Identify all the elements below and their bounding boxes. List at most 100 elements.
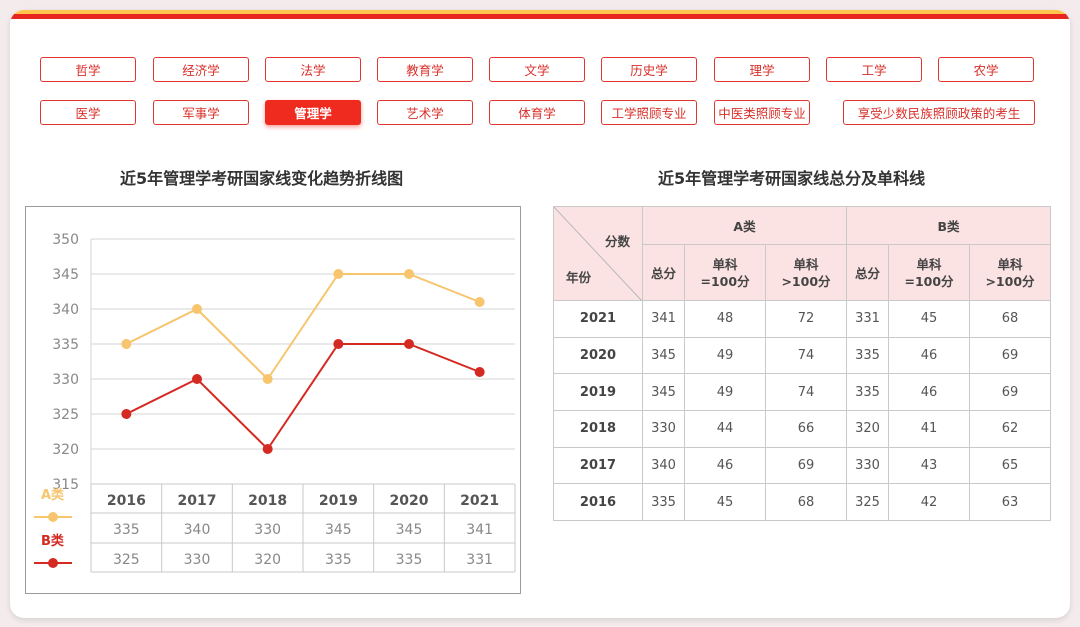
tab-中医类照顾专业[interactable]: 中医类照顾专业 bbox=[714, 100, 810, 125]
data-point bbox=[333, 339, 344, 349]
corner-label-year: 年份 bbox=[566, 270, 592, 285]
corner-label-score: 分数 bbox=[604, 234, 630, 249]
cell-b_eq: 42 bbox=[888, 483, 970, 521]
cell-a_eq: 45 bbox=[684, 483, 767, 521]
table-row: 2018 330 44 66 320 41 62 bbox=[553, 409, 1052, 448]
cell-a_gt: 74 bbox=[765, 373, 847, 411]
tab-文学[interactable]: 文学 bbox=[489, 57, 585, 82]
tab-艺术学[interactable]: 艺术学 bbox=[377, 100, 473, 125]
discipline-tabs: 哲学 经济学 法学 教育学 文学 历史学 理学 工学 农学医学 军事学 管理学 艺术学 体育学 工学照顾专… bbox=[10, 10, 1070, 150]
cell-a_eq: 49 bbox=[684, 373, 767, 411]
cell-year: 2021 bbox=[553, 300, 643, 338]
table-row: 2020 345 49 74 335 46 69 bbox=[553, 336, 1052, 375]
cell-a_total: 345 bbox=[641, 373, 686, 411]
a-gt100-header: 单科 >100分 bbox=[765, 244, 847, 301]
cell-year: 2019 bbox=[553, 373, 643, 411]
score-table-body: 2021 341 48 72 331 45 68 2020 345 49 74 335 46 69 2019… bbox=[553, 300, 1052, 521]
cell-b_total: 330 bbox=[845, 446, 890, 485]
cell-a_gt: 68 bbox=[765, 483, 847, 521]
series-line-1 bbox=[125, 343, 481, 451]
y-tick-label: 320 bbox=[52, 442, 79, 458]
cell-b_total: 325 bbox=[845, 483, 890, 521]
table-title: 近5年管理学考研国家线总分及单科线 bbox=[658, 169, 926, 188]
cell-b_total: 335 bbox=[845, 373, 890, 411]
cell-b_gt: 63 bbox=[968, 483, 1052, 521]
cell-a_eq: 48 bbox=[684, 300, 767, 338]
value-label: 345 bbox=[325, 522, 352, 538]
cell-b_gt: 62 bbox=[968, 409, 1052, 448]
cell-a_total: 341 bbox=[641, 300, 686, 338]
legend-marker bbox=[48, 512, 58, 522]
value-label: 335 bbox=[325, 552, 352, 568]
chart-title: 近5年管理学考研国家线变化趋势折线图 bbox=[120, 169, 404, 188]
tab-哲学[interactable]: 哲学 bbox=[40, 57, 136, 82]
score-table: 分数 年份 A类 B类 总分 单科 =100分 单科 >100分 总分 单科 =100… bbox=[553, 206, 1052, 521]
cell-a_total: 330 bbox=[641, 409, 686, 448]
b-gt100-line1: 单科 bbox=[997, 256, 1023, 272]
value-label: 341 bbox=[466, 522, 493, 538]
cell-b_gt: 68 bbox=[968, 300, 1052, 338]
value-label: 335 bbox=[396, 552, 423, 568]
tab-军事学[interactable]: 军事学 bbox=[153, 100, 249, 125]
cell-a_eq: 44 bbox=[684, 409, 767, 448]
legend-label: B类 bbox=[41, 533, 65, 549]
tab-体育学[interactable]: 体育学 bbox=[489, 100, 585, 125]
cell-b_total: 335 bbox=[845, 336, 890, 375]
legend-label: A类 bbox=[41, 487, 65, 503]
cell-a_gt: 72 bbox=[765, 300, 847, 338]
tab-工学[interactable]: 工学 bbox=[826, 57, 922, 82]
cell-b_eq: 45 bbox=[888, 300, 970, 338]
y-tick-label: 325 bbox=[52, 407, 79, 423]
y-tick-label: 315 bbox=[52, 477, 79, 493]
cell-year: 2017 bbox=[553, 446, 643, 485]
tab-历史学[interactable]: 历史学 bbox=[601, 57, 697, 82]
tab-工学照顾专业[interactable]: 工学照顾专业 bbox=[601, 100, 697, 125]
y-tick-label: 345 bbox=[52, 267, 79, 283]
data-point bbox=[192, 304, 202, 314]
a-total-header: 总分 bbox=[641, 244, 686, 301]
cell-a_gt: 69 bbox=[765, 446, 847, 485]
table-row: 2021 341 48 72 331 45 68 bbox=[553, 300, 1052, 338]
table-row: 2019 345 49 74 335 46 69 bbox=[553, 373, 1052, 411]
value-label: 340 bbox=[184, 522, 211, 538]
tab-教育学[interactable]: 教育学 bbox=[377, 57, 473, 82]
cell-year: 2018 bbox=[553, 409, 643, 448]
cell-b_total: 331 bbox=[845, 300, 890, 338]
b-eq100-line1: 单科 bbox=[916, 256, 942, 272]
b-eq100-header: 单科 =100分 bbox=[888, 244, 970, 301]
data-point bbox=[474, 297, 485, 307]
tab-经济学[interactable]: 经济学 bbox=[153, 57, 249, 82]
category-label: 2021 bbox=[460, 493, 499, 509]
line-chart-svg: 350 345 340 335 330 325 320 315 2016 2017 2018 2019… bbox=[34, 232, 516, 573]
cell-a_gt: 74 bbox=[765, 336, 847, 375]
a-gt100-line2: >100分 bbox=[781, 273, 831, 289]
cell-a_eq: 46 bbox=[684, 446, 767, 485]
data-point bbox=[121, 339, 132, 349]
tab-理学[interactable]: 理学 bbox=[714, 57, 810, 82]
group-b-header: B类 bbox=[845, 206, 1052, 245]
b-total-header: 总分 bbox=[845, 244, 890, 301]
cell-a_total: 335 bbox=[641, 483, 686, 521]
value-label: 330 bbox=[254, 522, 281, 538]
cell-b_eq: 46 bbox=[888, 336, 970, 375]
b-eq100-line2: =100分 bbox=[904, 273, 954, 289]
data-point bbox=[262, 374, 273, 384]
cell-b_eq: 43 bbox=[888, 446, 970, 485]
table-corner-cell: 分数 年份 bbox=[553, 206, 643, 301]
value-label: 335 bbox=[113, 522, 140, 538]
cell-a_total: 345 bbox=[641, 336, 686, 375]
tab-享受少数民族照顾政策的考生[interactable]: 享受少数民族照顾政策的考生 bbox=[843, 100, 1035, 125]
tab-医学[interactable]: 医学 bbox=[40, 100, 136, 125]
value-label: 320 bbox=[254, 552, 281, 568]
tab-管理学[interactable]: 管理学 bbox=[265, 100, 361, 125]
legend-marker bbox=[48, 558, 58, 568]
tab-农学[interactable]: 农学 bbox=[938, 57, 1034, 82]
group-a-header: A类 bbox=[642, 206, 847, 245]
a-gt100-line1: 单科 bbox=[793, 256, 819, 272]
tab-法学[interactable]: 法学 bbox=[265, 57, 361, 82]
y-tick-label: 335 bbox=[52, 337, 79, 353]
data-point bbox=[404, 339, 414, 349]
category-label: 2019 bbox=[319, 493, 358, 509]
cell-b_gt: 69 bbox=[968, 336, 1052, 375]
cell-year: 2016 bbox=[553, 483, 643, 521]
